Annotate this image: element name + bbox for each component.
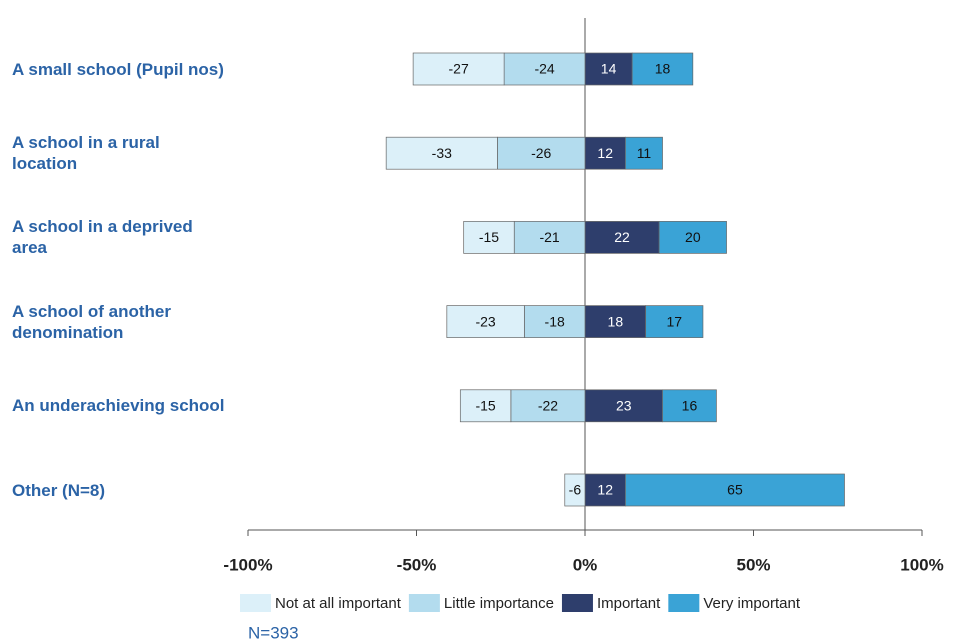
bar-segment [625,136,663,170]
data-label: 14 [601,61,617,77]
category-label: An underachieving school [12,396,225,416]
data-label: 23 [616,398,632,414]
bar-segment [497,136,586,170]
legend-swatch [240,594,271,612]
legend-swatch [408,594,440,612]
legend-label: Little importance [444,595,554,612]
data-label: 22 [614,229,630,245]
bar-segment [584,389,663,423]
category-label: A school in a deprived area [12,217,193,258]
bar-segment [523,305,586,338]
data-label: 18 [655,61,671,77]
bar-segment [658,221,727,254]
bar-segment [584,136,626,170]
legend-swatch [668,594,700,612]
data-label: -15 [479,229,499,245]
x-tick-label: 50% [736,555,770,574]
bar-segment [564,473,586,507]
bar-segment [625,473,845,507]
data-label: 11 [637,145,652,161]
legend-label: Not at all important [275,595,402,612]
legend-label: Important [597,595,661,612]
data-label: 20 [685,229,701,245]
category-label: Other (N=8) [12,480,106,500]
bar-segment [584,221,660,254]
data-label: 12 [597,482,613,498]
data-label: -24 [534,61,554,77]
bar-segment [513,221,586,254]
data-label: -15 [475,398,495,414]
data-label: -27 [449,61,469,77]
data-label: -22 [538,398,558,414]
bar-segment [463,221,515,254]
data-label: 18 [608,313,624,329]
bar-segment [412,52,505,86]
data-label: 16 [682,398,698,414]
category-label: A school of another denomination [12,301,171,342]
bar-segment [645,305,704,338]
data-label: -6 [569,482,582,498]
data-label: -18 [545,313,565,329]
category-label: A small school (Pupil nos) [12,59,224,79]
data-label: -26 [531,145,551,161]
legend-swatch [561,594,593,612]
legend-label: Very important [703,595,801,612]
category-label: A school in a rural location [12,133,160,174]
x-tick-label: -100% [223,555,272,574]
data-label: -21 [539,229,559,245]
data-label: 12 [597,145,613,161]
x-tick-label: 100% [900,555,943,574]
bar-segment [584,52,633,86]
data-label: -23 [475,313,495,329]
bar-segment [662,389,717,423]
bar-segment [584,305,647,338]
x-tick-label: 0% [573,555,598,574]
bar-segment [385,136,498,170]
data-label: 17 [667,313,683,329]
data-label: 65 [727,482,743,498]
note: N=393 [248,623,299,642]
x-tick-label: -50% [397,555,437,574]
bar-segment [631,52,694,86]
bar-segment [446,305,525,338]
bar-segment [459,389,512,423]
bar-segment [510,389,586,423]
data-label: -33 [432,145,452,161]
